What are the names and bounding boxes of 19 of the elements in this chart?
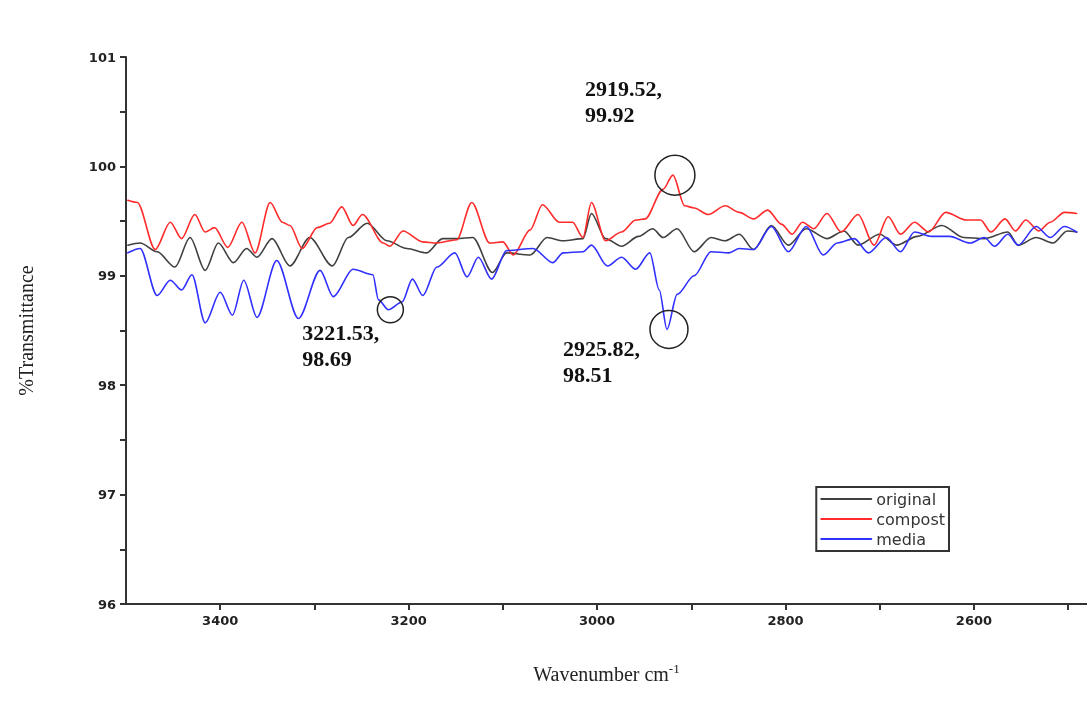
x-tick-label: 3400 [202, 613, 239, 628]
annotation: 2919.52, 99.92 [584, 75, 662, 127]
y-axis-title: %Transmittance [15, 265, 37, 396]
y-tick-label: 96 [97, 596, 116, 612]
annotation: 2925.82, 98.51 [562, 335, 640, 387]
legend-label: original [876, 489, 937, 509]
legend-label: media [876, 529, 927, 549]
line-series [127, 212, 1078, 274]
y-tick-label: 101 [88, 49, 116, 65]
y-tick-label: 100 [88, 158, 116, 174]
x-tick-label: 2600 [955, 613, 993, 628]
x-tick-label: 3000 [578, 613, 616, 628]
x-tick-label: 2800 [767, 613, 804, 628]
legend-label: compost [876, 509, 946, 529]
y-tick-label: 98 [97, 377, 116, 393]
x-tick-label: 3200 [390, 613, 427, 628]
y-tick-label: 97 [97, 487, 116, 503]
annotation: 3221.53, 98.69 [302, 320, 380, 372]
y-tick-label: 99 [97, 268, 116, 284]
